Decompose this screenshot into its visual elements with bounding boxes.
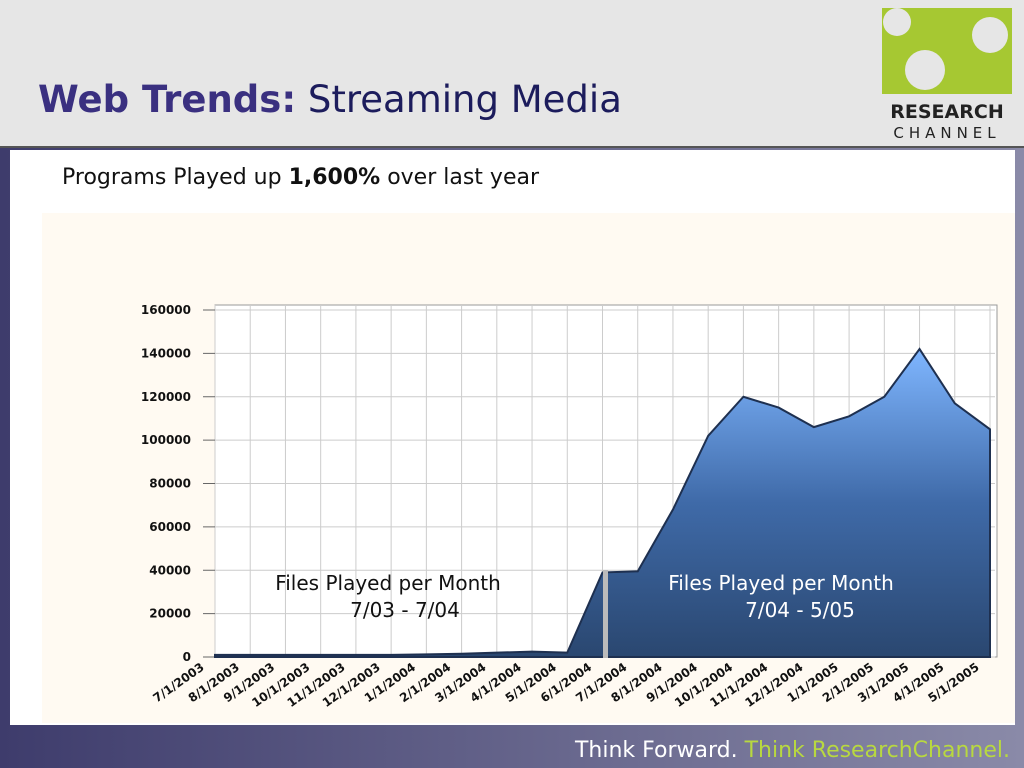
y-tick-label: 80000	[149, 477, 191, 491]
annotation: Files Played per Month	[275, 571, 501, 595]
y-tick-label: 120000	[141, 390, 191, 404]
subtitle-bold: 1,600%	[289, 165, 381, 190]
title-bold: Web Trends:	[38, 78, 296, 121]
subtitle: Programs Played up 1,600% over last year	[62, 165, 540, 190]
y-tick-label: 0	[183, 650, 191, 664]
separator	[603, 570, 608, 658]
annotation: 7/03 - 7/04	[350, 598, 460, 622]
y-tick-label: 20000	[149, 607, 191, 621]
footer-right: Think ResearchChannel.	[744, 738, 1010, 763]
subtitle-text: Programs Played up	[62, 165, 282, 190]
title-rest: Streaming Media	[308, 78, 622, 121]
header-bar	[0, 0, 1024, 146]
title: Web Trends: Streaming Media	[38, 78, 622, 121]
footer-left: Think Forward.	[574, 738, 738, 763]
y-tick-label: 160000	[141, 303, 191, 317]
logo-top: RESEARCH	[890, 101, 1003, 123]
footer: Think Forward. Think ResearchChannel.	[574, 738, 1010, 763]
subtitle-text: over last year	[387, 165, 540, 190]
header-rule	[0, 146, 1024, 148]
y-tick-label: 140000	[141, 346, 191, 360]
logo-dot	[883, 8, 911, 36]
logo: RESEARCH CHANNEL	[882, 8, 1012, 142]
y-tick-label: 40000	[149, 563, 191, 577]
area	[214, 347, 991, 658]
y-tick-label: 60000	[149, 520, 191, 534]
logo-bottom: CHANNEL	[893, 124, 1000, 142]
logo-dot	[972, 17, 1008, 53]
logo-dot	[905, 50, 945, 90]
y-tick-label: 100000	[141, 433, 191, 447]
annotation: 7/04 - 5/05	[745, 598, 855, 622]
annotation: Files Played per Month	[668, 571, 894, 595]
plot: 7/1/20038/1/20039/1/200310/1/200311/1/20…	[141, 303, 998, 710]
